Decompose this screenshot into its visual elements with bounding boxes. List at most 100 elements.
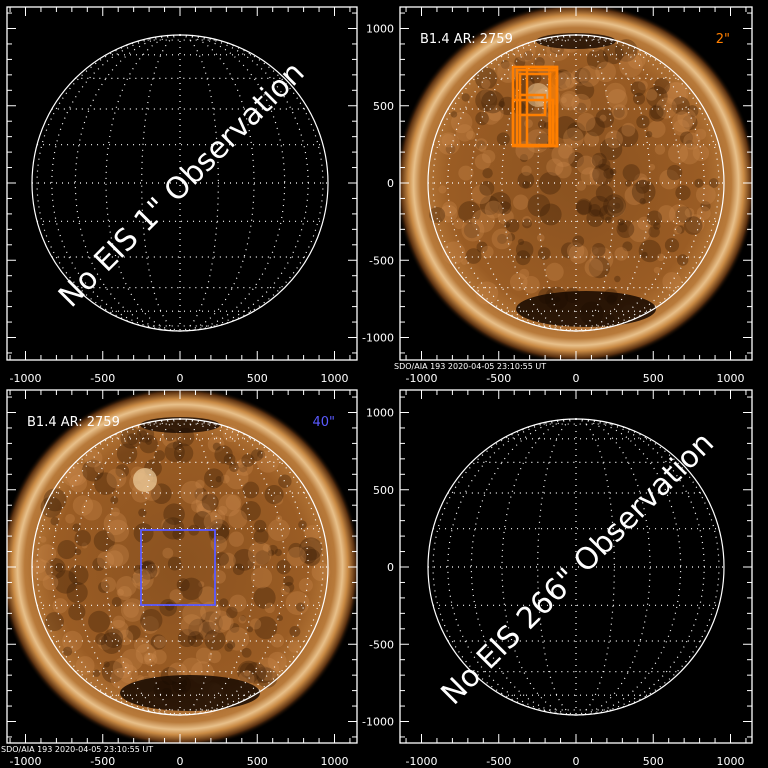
sun-texture (458, 165, 474, 181)
longitude-gridline (36, 418, 181, 716)
sun-texture (123, 602, 139, 618)
sun-texture (195, 647, 212, 664)
sun-texture (621, 122, 636, 137)
x-tick-label: 1000 (717, 755, 745, 768)
sun-texture (283, 582, 295, 593)
sun-texture (497, 233, 508, 244)
sun-texture (180, 614, 203, 637)
sun-texture (138, 561, 158, 580)
sun-texture (280, 585, 290, 595)
sun-texture (668, 204, 690, 226)
eis-fov-box (140, 529, 216, 606)
sun-texture (441, 201, 458, 217)
sun-texture (504, 221, 511, 228)
sun-texture (274, 548, 283, 557)
sun-texture (574, 67, 591, 84)
sun-texture (599, 114, 607, 122)
y-tick-label: -1000 (362, 332, 394, 345)
sun-texture (558, 144, 573, 159)
sun-texture (609, 168, 617, 176)
sun-texture (637, 80, 648, 91)
sun-texture (209, 509, 226, 525)
sun-texture (164, 601, 175, 611)
sun-texture (554, 161, 572, 179)
x-tick-label: 1000 (717, 372, 745, 385)
sun-texture (519, 268, 530, 280)
sun-texture (538, 172, 562, 195)
sun-texture (677, 108, 697, 128)
sun-texture (624, 185, 645, 206)
sun-texture (68, 603, 86, 621)
sun-image (400, 7, 752, 360)
sun-texture (639, 198, 646, 205)
sun-texture (37, 544, 57, 563)
sun-texture (491, 228, 513, 250)
sun-texture (288, 542, 304, 558)
sun-texture (638, 239, 662, 263)
sun-texture (100, 576, 117, 593)
sun-texture (463, 222, 480, 239)
sun-texture (219, 598, 229, 608)
sun-texture (599, 205, 615, 221)
sun-texture (519, 154, 529, 163)
sun-texture (134, 637, 150, 653)
x-tick-label: 0 (573, 755, 580, 768)
sun-texture (584, 258, 604, 277)
sun-texture (458, 201, 481, 224)
sun-texture (66, 581, 88, 604)
image-source-label: SDO/AIA 193 2020-04-05 23:10:55 UT (394, 362, 546, 371)
sun-texture (654, 144, 666, 155)
sun-texture (636, 115, 650, 129)
longitude-gridline (447, 34, 577, 332)
sun-texture (641, 251, 648, 258)
sun-texture (50, 516, 59, 526)
sun-texture (471, 184, 491, 205)
sun-texture (224, 465, 249, 490)
sun-texture (229, 594, 247, 612)
sun-texture (578, 65, 601, 87)
sun-texture (646, 86, 668, 108)
sun-texture (167, 556, 182, 571)
sun-texture (475, 281, 499, 305)
sun-texture (198, 586, 218, 606)
sun-texture (176, 446, 183, 453)
sun-texture (218, 494, 241, 517)
sun-texture (696, 206, 711, 221)
sun-texture (215, 476, 223, 483)
sun-texture (604, 216, 612, 224)
sun-texture (126, 433, 139, 445)
sun-texture (276, 559, 292, 575)
sun-texture (246, 626, 254, 633)
sun-texture (72, 495, 94, 516)
sun-texture (576, 102, 587, 114)
sun-texture (563, 127, 584, 149)
panel-tr: -1000 -1000 -500 -500 0 0 500 500 1000 1000 B1.4 A… (362, 6, 753, 385)
sun-texture (253, 529, 269, 544)
active-region-label: B1.4 AR: 2759 (420, 32, 513, 47)
sun-texture (162, 547, 174, 559)
sun-texture (267, 549, 275, 557)
sun-texture (40, 496, 62, 518)
sun-texture (195, 491, 217, 513)
sun-texture (438, 185, 447, 194)
sun-texture (57, 539, 77, 560)
sun-texture (288, 640, 301, 653)
sun-texture (611, 104, 628, 120)
panel-tl: -1000 -500 0 500 1000 No EIS 1" Observation (6, 6, 358, 385)
longitude-gridline (575, 34, 705, 332)
sun-texture (676, 254, 689, 266)
raster-size-label: 40" (312, 415, 335, 430)
sun-texture (666, 81, 689, 105)
sun-texture (111, 597, 122, 607)
sun-texture (437, 132, 461, 155)
sun-image (7, 390, 357, 743)
sun-texture (576, 200, 592, 216)
sun-texture (589, 168, 607, 186)
sun-texture (653, 78, 670, 95)
y-tick-label: -500 (369, 254, 394, 267)
sun-texture (217, 505, 228, 516)
sun-texture (84, 449, 103, 468)
sun-texture (39, 536, 47, 543)
sun-texture (278, 474, 292, 488)
